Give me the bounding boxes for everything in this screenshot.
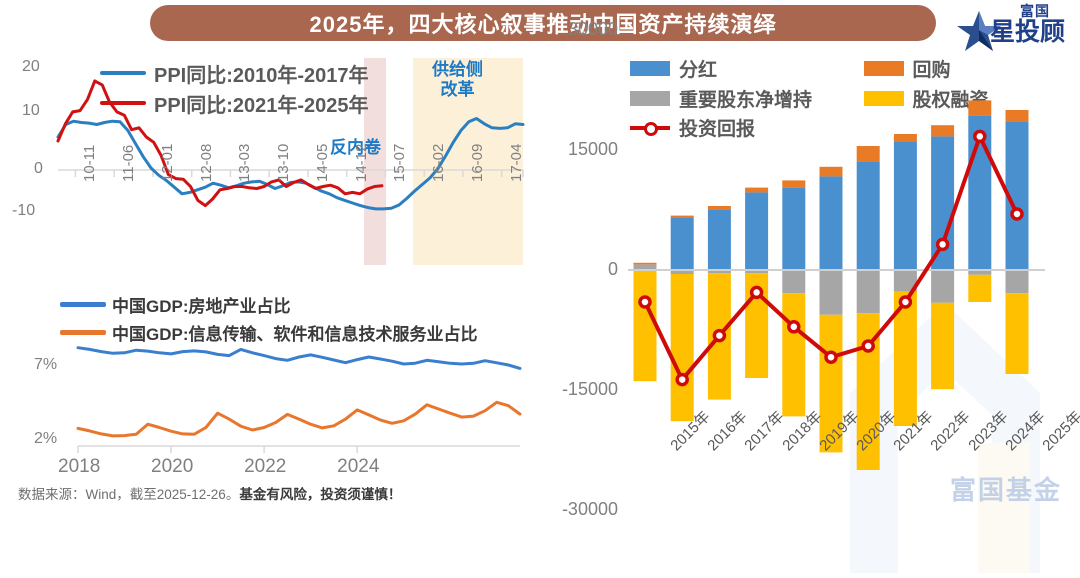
annotation-anti-involution: 反内卷 — [330, 138, 381, 157]
ytick-cap-0: 30000 — [567, 19, 618, 39]
xtick-ppi-11: 17-04 — [507, 143, 525, 182]
chart-gdp-share: 中国GDP:房地产业占比 中国GDP:信息传输、软件和信息技术服务业占比 7% … — [0, 290, 545, 485]
legend-item-cap-2[interactable]: 重要股东净增持 — [630, 86, 854, 111]
xtick-ppi-9: 16-02 — [430, 143, 448, 182]
legend-label-cap-4: 投资回报 — [679, 119, 756, 140]
legend-item-ppi-1[interactable]: PPI同比:2021年-2025年 — [100, 88, 369, 118]
legend-item-gdp-1[interactable]: 中国GDP:信息传输、软件和信息技术服务业占比 — [60, 318, 478, 346]
capital-plot — [628, 100, 1045, 470]
ytick-ppi-0: 20 — [22, 58, 40, 75]
legend-label-cap-0: 分红 — [679, 60, 718, 81]
ppi-plot — [56, 79, 525, 211]
footer-source: 数据来源：Wind，截至2025-12-26。 — [18, 487, 240, 502]
legend-swatch-ppi-1 — [100, 101, 146, 105]
page-title-bar: 2025年，四大核心叙事推动中国资产持续演绎 — [150, 5, 936, 41]
legend-item-cap-4[interactable]: 投资回报 — [630, 115, 1030, 140]
xtick-gdp-1: 2020 — [151, 456, 194, 477]
xtick-ppi-10: 16-09 — [468, 143, 486, 182]
legend-item-cap-1[interactable]: 回购 — [863, 56, 1031, 81]
legend-item-ppi-0[interactable]: PPI同比:2010年-2017年 — [100, 58, 369, 88]
legend-swatch-cap-0 — [630, 61, 670, 76]
xtick-gdp-3: 2024 — [337, 456, 380, 477]
xtick-ppi-3: 12-08 — [197, 143, 215, 182]
brand-logo: 富国 星投顾 — [954, 2, 1074, 54]
xtick-ppi-5: 13-10 — [275, 143, 293, 182]
star-icon — [957, 11, 1001, 51]
legend-label-gdp-0: 中国GDP:房地产业占比 — [112, 296, 291, 316]
annotation-supply-line2: 改革 — [440, 80, 475, 99]
legend-ppi: PPI同比:2010年-2017年 PPI同比:2021年-2025年 — [100, 58, 369, 118]
xtick-gdp-0: 2018 — [58, 456, 101, 477]
ytick-cap-3: -15000 — [561, 379, 618, 399]
page-title: 2025年，四大核心叙事推动中国资产持续演绎 — [309, 12, 777, 37]
xtick-gdp-2: 2022 — [244, 456, 287, 477]
xtick-ppi-6: 14-05 — [313, 143, 331, 182]
xtick-ppi-1: 11-06 — [120, 144, 138, 182]
xtick-ppi-8: 15-07 — [391, 143, 409, 182]
ytick-cap-1: 15000 — [567, 139, 618, 159]
ytick-ppi-3: -10 — [12, 202, 36, 219]
legend-swatch-gdp-0 — [60, 301, 106, 307]
legend-label-gdp-1: 中国GDP:信息传输、软件和信息技术服务业占比 — [112, 324, 478, 344]
band-anti-involution — [364, 58, 386, 265]
legend-swatch-cap-3 — [863, 91, 904, 106]
annotation-supply-line1: 供给侧 — [432, 60, 483, 79]
xtick-ppi-4: 13-03 — [236, 143, 254, 182]
chart-capital-flows: 分红 回购 重要股东净增持 股权融资 投资回报 — [540, 19, 1080, 519]
watermark-text: 富国基金 — [949, 475, 1062, 505]
legend-capital: 分红 回购 重要股东净增持 股权融资 投资回报 — [630, 56, 1030, 140]
logo-bottom-text: 星投顾 — [990, 18, 1066, 46]
legend-swatch-cap-2 — [630, 91, 670, 106]
xtick-ppi-2: 12-01 — [158, 143, 176, 182]
ytick-cap-4: -30000 — [561, 499, 618, 519]
legend-swatch-ppi-0 — [100, 71, 146, 75]
xtick-ppi-0: 10-11 — [81, 144, 99, 182]
legend-swatch-cap-1 — [863, 61, 904, 76]
chart-ppi: 20 10 0 -10 PPI同比:2010年-2017年 PPI同比:2021… — [0, 50, 545, 290]
ytick-ppi-1: 10 — [22, 102, 40, 119]
legend-label-ppi-1: PPI同比:2021年-2025年 — [154, 94, 369, 117]
footer-note: 数据来源：Wind，截至2025-12-26。基金有风险，投资须谨慎！ — [18, 483, 401, 503]
logo-top-text: 富国 — [1020, 3, 1050, 19]
legend-label-ppi-0: PPI同比:2010年-2017年 — [154, 64, 369, 87]
ytick-gdp-1: 2% — [34, 430, 58, 447]
gdp-plot — [76, 346, 522, 453]
legend-label-cap-2: 重要股东净增持 — [679, 90, 813, 111]
legend-swatch-cap-4 — [630, 120, 670, 136]
band-supply-side-reform — [413, 58, 523, 265]
legend-item-cap-0[interactable]: 分红 — [630, 56, 854, 81]
ytick-cap-2: 0 — [607, 259, 618, 279]
legend-gdp: 中国GDP:房地产业占比 中国GDP:信息传输、软件和信息技术服务业占比 — [60, 290, 478, 346]
legend-label-cap-1: 回购 — [912, 60, 951, 81]
footer-disclaimer: 基金有风险，投资须谨慎！ — [239, 487, 402, 502]
ytick-ppi-2: 0 — [34, 160, 43, 177]
annotation-supply-side-reform: 供给侧 改革 — [432, 60, 483, 100]
ytick-gdp-0: 7% — [34, 356, 58, 373]
xtick-ppi-7: 14-12 — [352, 143, 370, 182]
legend-swatch-gdp-1 — [60, 329, 106, 335]
legend-item-gdp-0[interactable]: 中国GDP:房地产业占比 — [60, 290, 478, 318]
